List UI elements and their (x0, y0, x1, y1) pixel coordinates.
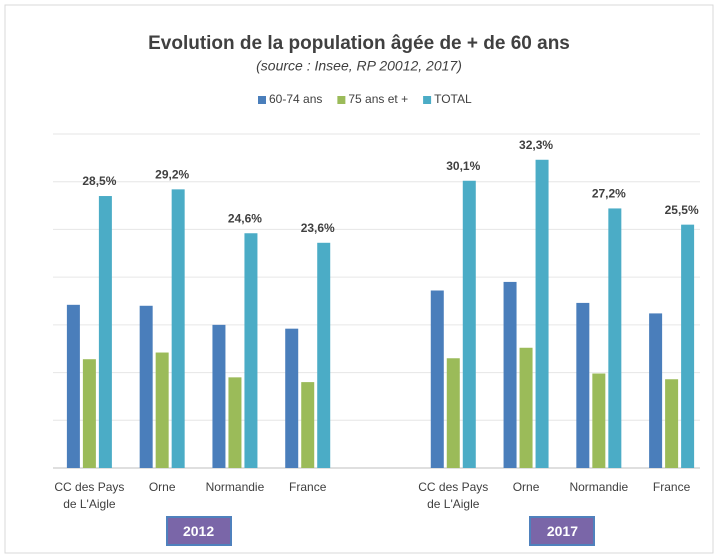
legend-label: 60-74 ans (269, 92, 322, 106)
bar (317, 242, 331, 468)
bar (462, 180, 476, 468)
x-tick-label: Normandie (205, 480, 265, 494)
legend-label: TOTAL (434, 92, 472, 106)
bar (301, 382, 315, 468)
x-tick-label: France (652, 480, 691, 494)
legend-swatch (337, 96, 346, 104)
value-label: 32,3% (519, 138, 553, 152)
bar (285, 328, 299, 468)
x-tick-label: CC des Pays de L'Aigle (54, 480, 125, 511)
x-tick-label: France (289, 480, 327, 494)
bar (592, 373, 606, 468)
bar (681, 224, 695, 468)
bar (82, 359, 96, 468)
bar (228, 377, 242, 468)
bar (519, 347, 533, 468)
bar (98, 196, 112, 468)
x-tick-label: Normandie (569, 480, 629, 494)
bar (503, 281, 517, 468)
frame (4, 4, 714, 554)
bar (608, 208, 622, 469)
value-label: 25,5% (665, 203, 699, 217)
value-label: 30,1% (446, 159, 480, 173)
bar (66, 304, 80, 468)
legend-swatch (258, 96, 266, 104)
legend-label: 75 ans et + (348, 92, 408, 106)
value-label: 23,6% (301, 221, 335, 235)
bar (649, 313, 663, 468)
bar (446, 358, 460, 468)
bar (139, 305, 153, 468)
bar (171, 189, 185, 468)
bar (244, 233, 258, 468)
value-label: 29,2% (155, 168, 189, 182)
value-label: 27,2% (592, 187, 626, 201)
chart-subtitle: (source : Insee, RP 20012, 2017) (256, 58, 462, 74)
group-label: 2012 (165, 516, 232, 546)
x-tick-label: Orne (148, 480, 176, 494)
value-label: 28,5% (82, 174, 116, 188)
group-label: 2017 (529, 516, 596, 546)
x-tick-label: Orne (512, 480, 540, 494)
value-label: 24,6% (228, 211, 262, 225)
x-tick-label: CC des Pays de L'Aigle (418, 480, 489, 511)
bar (535, 159, 549, 468)
bar (212, 324, 226, 468)
chart-title: Evolution de la population âgée de + de … (148, 33, 570, 54)
bar (665, 379, 679, 468)
bar (155, 352, 169, 468)
legend-swatch (423, 96, 432, 104)
bar (430, 290, 444, 468)
bar (576, 302, 590, 468)
